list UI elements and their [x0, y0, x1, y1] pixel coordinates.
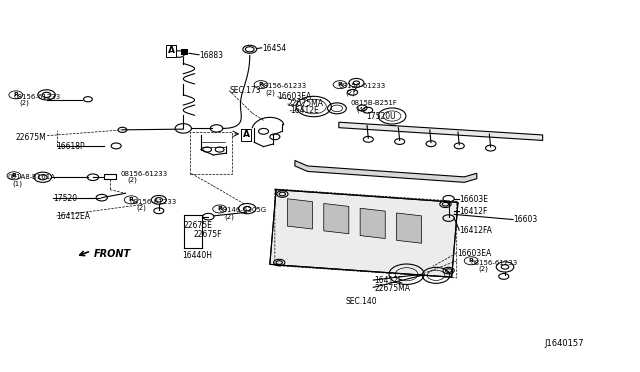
Text: (2): (2) [266, 89, 275, 96]
Text: R: R [259, 82, 264, 87]
Text: 16618P: 16618P [56, 142, 85, 151]
Text: R: R [468, 258, 474, 263]
Text: J1640157: J1640157 [545, 339, 584, 348]
Text: 16412E: 16412E [374, 276, 403, 285]
Text: 08156-61233: 08156-61233 [259, 83, 307, 90]
Polygon shape [397, 213, 422, 243]
Text: R: R [217, 206, 222, 211]
Text: (2): (2) [19, 100, 29, 106]
Text: 0815B-B251F: 0815B-B251F [350, 100, 397, 106]
Text: FRONT: FRONT [94, 249, 131, 259]
Text: 081A8-B161A: 081A8-B161A [8, 174, 56, 180]
Text: 22675MA: 22675MA [374, 283, 411, 292]
Text: 16603EA: 16603EA [277, 92, 312, 101]
Polygon shape [339, 122, 543, 141]
Text: A: A [168, 46, 175, 55]
Text: 16440H: 16440H [182, 251, 212, 260]
Text: 16603: 16603 [513, 215, 538, 224]
Text: 16603EA: 16603EA [457, 249, 491, 258]
Polygon shape [180, 49, 188, 55]
Text: 08156-61233: 08156-61233 [120, 171, 168, 177]
Text: R: R [338, 82, 342, 87]
Text: R: R [13, 92, 19, 97]
Text: 08146-6305G: 08146-6305G [218, 208, 266, 214]
Polygon shape [270, 190, 458, 277]
Text: 16412F: 16412F [460, 207, 488, 216]
Text: 22675M: 22675M [16, 133, 47, 142]
Text: 17520: 17520 [54, 193, 77, 202]
Text: 16412EA: 16412EA [56, 212, 91, 221]
Polygon shape [360, 208, 385, 238]
Text: 16883: 16883 [200, 51, 223, 60]
Text: R: R [12, 173, 17, 178]
Text: (2): (2) [345, 89, 355, 96]
Polygon shape [324, 203, 349, 234]
Text: (1): (1) [13, 180, 22, 187]
Polygon shape [287, 199, 312, 229]
Text: SEC.140: SEC.140 [345, 298, 377, 307]
Text: 16603E: 16603E [460, 195, 488, 204]
Text: 22675MA: 22675MA [287, 99, 323, 109]
Text: 16412FA: 16412FA [460, 226, 492, 235]
Text: R: R [129, 198, 134, 202]
Text: 08156-61233: 08156-61233 [470, 260, 518, 266]
Text: (2): (2) [479, 266, 488, 272]
Text: 08156-61233: 08156-61233 [339, 83, 386, 90]
Text: 16412E: 16412E [290, 106, 319, 115]
Text: 08156-61233: 08156-61233 [14, 94, 61, 100]
Text: 17520U: 17520U [366, 112, 396, 121]
Text: (4): (4) [356, 106, 366, 113]
Polygon shape [295, 160, 477, 182]
Text: SEC.173: SEC.173 [229, 86, 260, 95]
Text: 22675E: 22675E [184, 221, 212, 230]
Text: 16454: 16454 [262, 44, 287, 53]
Text: (2): (2) [225, 214, 234, 220]
Text: 22675F: 22675F [193, 230, 222, 238]
Text: A: A [243, 131, 250, 140]
Text: (2): (2) [127, 177, 138, 183]
Text: (2): (2) [136, 205, 146, 211]
Text: 08156-61233: 08156-61233 [129, 199, 177, 205]
